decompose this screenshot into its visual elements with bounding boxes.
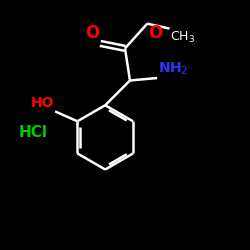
Text: O: O xyxy=(148,24,162,42)
Text: HO: HO xyxy=(30,96,54,110)
Text: NH$_2$: NH$_2$ xyxy=(158,60,188,77)
Text: CH$_3$: CH$_3$ xyxy=(170,30,196,45)
Text: HCl: HCl xyxy=(19,125,48,140)
Text: O: O xyxy=(85,24,99,42)
